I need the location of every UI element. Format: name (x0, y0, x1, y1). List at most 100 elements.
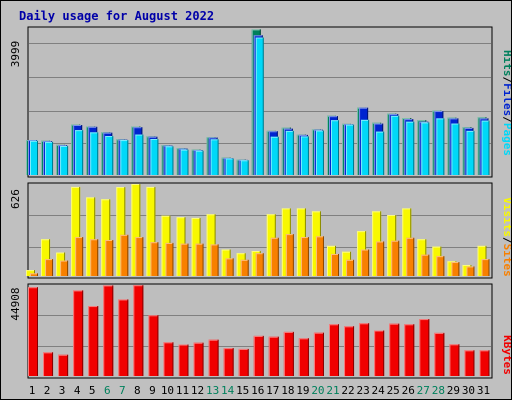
bar-pages-day-8 (135, 134, 144, 175)
bar-kbytes-day-11 (178, 344, 189, 376)
bar-kbytes-day-14 (223, 348, 234, 376)
legend-kbytes: KBytes (501, 335, 511, 375)
y-max-label: 3999 (9, 41, 22, 68)
day-label: 1 (29, 384, 36, 397)
bar-sites-day-30 (466, 266, 475, 276)
bar-kbytes-day-15 (238, 348, 249, 376)
bar-kbytes-day-23 (359, 323, 370, 376)
bar-kbytes-day-20 (313, 332, 324, 376)
day-label: 23 (356, 384, 369, 397)
bar-kbytes-day-2 (43, 352, 54, 376)
day-label: 21 (326, 384, 339, 397)
bar-pages-day-28 (436, 118, 445, 175)
day-label: 8 (134, 384, 141, 397)
bar-pages-day-6 (105, 136, 114, 175)
legend-separator: / (501, 116, 511, 123)
day-label: 4 (74, 384, 81, 397)
bar-kbytes-day-22 (344, 326, 355, 376)
bar-sites-day-10 (165, 242, 174, 276)
bar-sites-day-16 (255, 253, 264, 276)
bar-sites-day-2 (45, 259, 54, 276)
series-legend: Hits/Files/Pages (501, 50, 511, 156)
bar-pages-day-22 (346, 124, 355, 175)
bar-sites-day-25 (391, 240, 400, 276)
legend-hits: Hits (501, 50, 511, 77)
bar-pages-day-5 (90, 132, 99, 175)
bar-pages-day-31 (481, 120, 490, 175)
legend-separator: / (501, 77, 511, 84)
day-label: 7 (119, 384, 126, 397)
bar-sites-day-18 (285, 234, 294, 276)
bar-pages-day-7 (120, 140, 129, 175)
bars (26, 29, 490, 376)
bar-pages-day-12 (195, 150, 204, 175)
day-label: 27 (417, 384, 430, 397)
bar-sites-day-26 (406, 237, 415, 276)
y-max-label: 44908 (9, 287, 22, 320)
bar-sites-day-1 (30, 273, 38, 276)
bar-pages-day-15 (240, 160, 249, 175)
bar-kbytes-day-21 (329, 324, 339, 376)
bar-kbytes-day-19 (298, 338, 309, 376)
day-label: 15 (236, 384, 249, 397)
bar-pages-day-9 (150, 138, 159, 175)
day-label: 18 (281, 384, 294, 397)
bar-sites-day-28 (436, 256, 445, 276)
bar-kbytes-day-9 (148, 315, 159, 376)
day-label: 17 (266, 384, 279, 397)
day-label: 31 (477, 384, 490, 397)
bar-sites-day-9 (150, 242, 159, 276)
legend-files: Files (501, 83, 511, 116)
bar-kbytes-day-4 (73, 290, 84, 376)
day-label: 24 (372, 384, 386, 397)
bar-kbytes-day-25 (389, 323, 400, 376)
bar-sites-day-29 (451, 262, 460, 276)
bar-sites-day-11 (180, 243, 189, 276)
day-label: 25 (387, 384, 400, 397)
bar-pages-day-13 (210, 139, 219, 175)
day-label: 19 (296, 384, 309, 397)
day-label: 12 (191, 384, 204, 397)
bar-pages-day-20 (315, 130, 324, 175)
bar-kbytes-day-18 (283, 331, 294, 376)
bar-kbytes-day-1 (28, 287, 38, 376)
day-label: 16 (251, 384, 264, 397)
day-label: 26 (402, 384, 415, 397)
day-label: 3 (59, 384, 66, 397)
legend-sites: Sites (501, 244, 511, 277)
bar-pages-day-2 (45, 141, 54, 175)
day-label: 11 (176, 384, 189, 397)
bar-kbytes-day-26 (404, 324, 415, 376)
bar-kbytes-day-12 (193, 342, 204, 376)
bar-sites-day-27 (421, 254, 430, 276)
bar-kbytes-day-6 (103, 285, 114, 376)
bar-pages-day-18 (285, 130, 294, 175)
bar-sites-day-20 (315, 236, 324, 276)
bar-kbytes-day-3 (58, 354, 69, 376)
bar-sites-day-23 (361, 249, 370, 276)
bar-sites-day-7 (120, 234, 129, 276)
bar-kbytes-day-27 (419, 319, 430, 376)
bar-sites-day-4 (75, 237, 84, 276)
bar-pages-day-30 (466, 130, 475, 175)
series-legend: Visits/Sites (501, 197, 511, 277)
y-max-label: 626 (9, 189, 22, 209)
bar-kbytes-day-31 (479, 350, 490, 376)
series-legend: KBytes (501, 335, 511, 375)
bar-pages-day-26 (406, 121, 415, 175)
legend-visits: Visits (501, 197, 511, 237)
bar-kbytes-day-17 (268, 336, 279, 376)
bar-sites-day-17 (270, 237, 279, 276)
bar-sites-day-31 (481, 259, 490, 276)
bar-pages-day-21 (331, 120, 339, 175)
bar-pages-day-25 (391, 115, 400, 175)
day-label: 14 (221, 384, 235, 397)
day-label: 5 (89, 384, 96, 397)
bar-pages-day-27 (421, 122, 430, 175)
bar-sites-day-13 (210, 244, 219, 276)
bar-sites-day-14 (225, 258, 234, 276)
bar-pages-day-29 (451, 123, 460, 175)
day-label: 22 (341, 384, 354, 397)
